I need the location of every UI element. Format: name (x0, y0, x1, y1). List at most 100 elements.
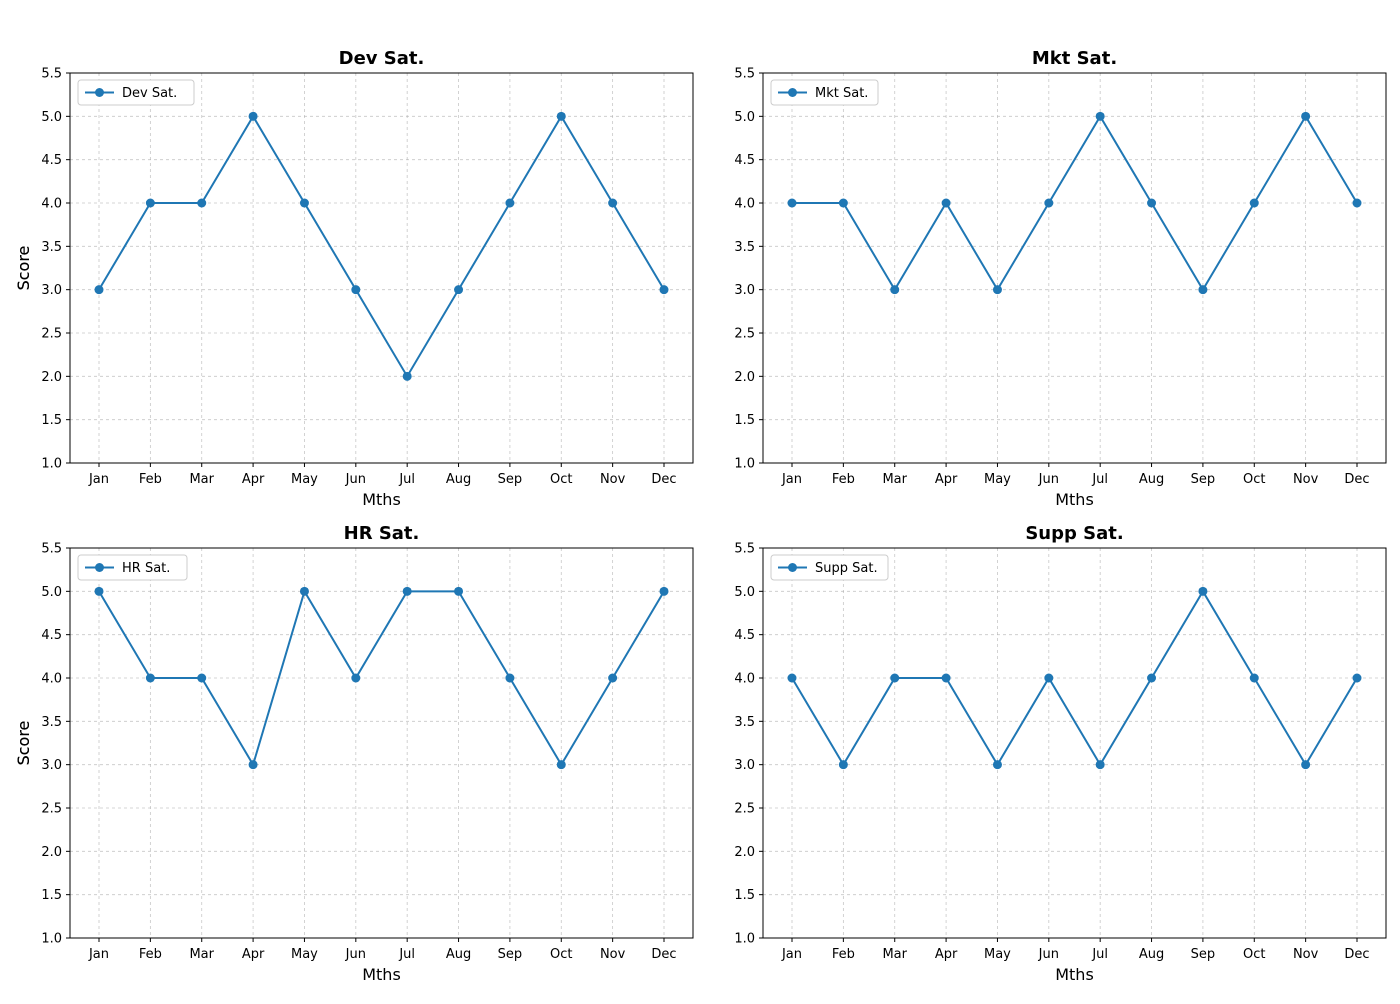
x-tick-label: Jan (781, 472, 802, 487)
y-tick-label: 5.5 (41, 542, 62, 557)
data-point (505, 198, 515, 208)
y-tick-label: 1.5 (734, 413, 755, 428)
legend: HR Sat. (77, 554, 188, 581)
x-tick-label: May (291, 947, 318, 962)
y-tick-label: 3.5 (41, 715, 62, 730)
y-tick-label: 5.0 (41, 110, 62, 125)
y-tick-label: 3.0 (41, 758, 62, 773)
data-point (1352, 673, 1362, 683)
x-tick-label: Dec (651, 472, 676, 487)
x-tick-label: May (291, 472, 318, 487)
x-tick-label: Jul (398, 472, 415, 487)
x-tick-label: Feb (139, 947, 162, 962)
plot-frame (762, 547, 1387, 939)
data-point (1147, 673, 1157, 683)
x-tick-label: Mar (882, 472, 907, 487)
x-tick-label: Nov (600, 472, 626, 487)
y-tick-label: 2.5 (41, 327, 62, 342)
x-axis-label: Mths (1055, 490, 1094, 509)
x-tick-label: Jun (345, 947, 366, 962)
x-tick-label: Apr (242, 947, 265, 962)
x-tick-label: Mar (882, 947, 907, 962)
y-tick-label: 5.5 (734, 67, 755, 82)
x-tick-label: Sep (498, 472, 523, 487)
x-tick-label: Dec (1344, 472, 1369, 487)
data-point (1095, 760, 1105, 770)
x-tick-label: Feb (139, 472, 162, 487)
x-tick-label: Apr (935, 947, 958, 962)
series-line (791, 589, 1358, 767)
y-tick-label: 4.0 (734, 197, 755, 212)
x-tick-label: Feb (832, 472, 855, 487)
data-point (145, 673, 155, 683)
x-tick-label: Oct (550, 947, 572, 962)
data-point (145, 198, 155, 208)
y-tick-label: 1.5 (41, 888, 62, 903)
data-point (1044, 198, 1054, 208)
y-tick-label: 2.5 (41, 802, 62, 817)
legend: Dev Sat. (77, 79, 195, 106)
y-tick-label: 5.0 (734, 110, 755, 125)
grid (70, 547, 693, 939)
y-tick-label: 1.0 (41, 457, 62, 472)
x-tick-label: Sep (498, 947, 523, 962)
y-tick-label: 4.5 (734, 153, 755, 168)
x-tick-label: Mar (189, 947, 214, 962)
y-tick-label: 2.0 (734, 370, 755, 385)
y-tick-label: 2.5 (734, 327, 755, 342)
data-point (838, 198, 848, 208)
chart-title: Mkt Sat. (1032, 48, 1117, 69)
x-tick-label: Aug (446, 472, 471, 487)
data-point (608, 673, 618, 683)
data-point (351, 673, 361, 683)
x-tick-label: Jul (398, 947, 415, 962)
plot-frame (762, 72, 1387, 464)
chart-panel: Jan Feb Mar Apr May Jun Jul Aug Sep Oct Nov Dec 1.0 1… (14, 523, 694, 984)
y-tick-label: 4.0 (41, 197, 62, 212)
y-tick-label: 2.0 (734, 845, 755, 860)
data-point (299, 586, 309, 596)
data-point (992, 760, 1002, 770)
data-point (248, 760, 258, 770)
data-point (1352, 198, 1362, 208)
legend-label: Supp Sat. (815, 561, 878, 576)
y-tick-label: 2.5 (734, 802, 755, 817)
data-point (890, 285, 900, 295)
x-tick-label: Sep (1191, 947, 1216, 962)
grid (763, 72, 1386, 464)
x-tick-label: Mar (189, 472, 214, 487)
data-point (94, 586, 104, 596)
y-tick-label: 3.0 (734, 283, 755, 298)
plot-frame (69, 547, 694, 939)
data-point (1147, 198, 1157, 208)
series-line (792, 114, 1358, 292)
y-tick-label: 4.5 (41, 628, 62, 643)
y-axis-label: Score (14, 246, 33, 291)
y-tick-label: 3.0 (734, 758, 755, 773)
grid (70, 72, 693, 464)
data-point (454, 586, 464, 596)
data-point (402, 586, 412, 596)
data-point (299, 198, 309, 208)
y-tick-label: 5.0 (734, 585, 755, 600)
x-tick-label: Apr (242, 472, 265, 487)
legend-marker (788, 88, 797, 97)
data-point (787, 673, 797, 683)
data-point (505, 673, 515, 683)
y-tick-label: 5.5 (41, 67, 62, 82)
chart-title: HR Sat. (344, 523, 420, 544)
data-point (659, 586, 669, 596)
legend-label: Mkt Sat. (815, 86, 868, 101)
y-tick-label: 3.5 (734, 715, 755, 730)
x-axis-label: Mths (362, 965, 401, 984)
x-axis-label: Mths (362, 490, 401, 509)
y-tick-label: 3.5 (41, 240, 62, 255)
plot-frame (69, 72, 694, 464)
data-point (1095, 111, 1105, 121)
data-point (608, 198, 618, 208)
series-line (98, 114, 665, 379)
y-tick-label: 3.5 (734, 240, 755, 255)
x-tick-label: Jan (781, 947, 802, 962)
legend-marker (95, 563, 104, 572)
